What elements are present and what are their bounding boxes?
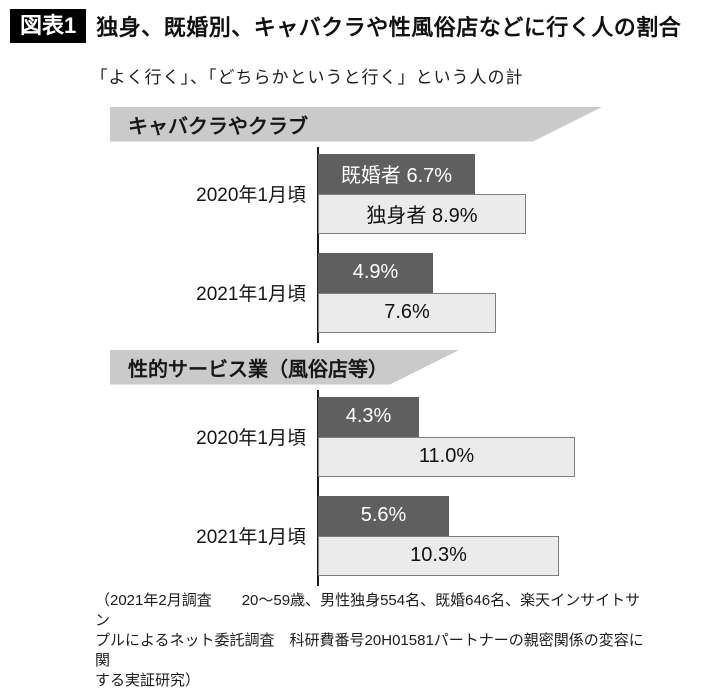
bar-pair: 既婚者 6.7% 独身者 8.9% — [318, 153, 710, 234]
bar-pair: 4.3% 11.0% — [318, 396, 710, 477]
bar-married: 5.6% — [318, 495, 449, 536]
bar-group-2020: 2020年1月頃 既婚者 6.7% 独身者 8.9% — [0, 153, 710, 234]
figure-number-badge: 図表1 — [10, 9, 87, 43]
section-title: キャバクラやクラブ — [128, 115, 308, 138]
figure-subtitle: 「よく行く」、「どちらかというと行く」という人の計 — [90, 67, 524, 87]
bar-pair: 4.9% 7.6% — [318, 252, 710, 333]
bar-group-2020: 2020年1月頃 4.3% 11.0% — [0, 396, 710, 477]
bar-single: 11.0% — [318, 436, 575, 477]
category-label: 2020年1月頃 — [196, 185, 306, 206]
footnote-line: する実証研究） — [95, 671, 201, 689]
bar-single: 10.3% — [318, 535, 559, 576]
bar-value-label: 4.3% — [345, 405, 392, 427]
footnote: （2021年2月調査 20～59歳、男性独身554名、既婚646名、楽天インサイ… — [95, 591, 647, 691]
footnote-line: プルによるネット委託調査 科研費番号20H01581パートナーの親密関係の変容に… — [95, 631, 644, 669]
section-banner-kyabakura: キャバクラやクラブ — [110, 107, 603, 142]
bar-group-2021: 2021年1月頃 5.6% 10.3% — [0, 495, 710, 576]
footnote-line: （2021年2月調査 20～59歳、男性独身554名、既婚646名、楽天インサイ… — [95, 591, 641, 629]
bar-value-label: 11.0% — [418, 445, 475, 467]
y-axis-line — [317, 389, 319, 586]
section-banner-sexual-services: 性的サービス業（風俗店等） — [110, 350, 460, 385]
bar-group-2021: 2021年1月頃 4.9% 7.6% — [0, 252, 710, 333]
bar-value-label: 5.6% — [360, 504, 407, 526]
section-plot-sexual-services: 2020年1月頃 4.3% 11.0% 2021年1月頃 5.6% 10.3% — [0, 389, 710, 586]
bar-married: 既婚者 6.7% — [318, 153, 475, 194]
category-label: 2020年1月頃 — [196, 428, 306, 449]
figure-title: 独身、既婚別、キャバクラや性風俗店などに行く人の割合 — [96, 14, 682, 40]
y-axis-line — [317, 146, 319, 343]
bar-single: 独身者 8.9% — [318, 193, 526, 234]
bar-married: 4.3% — [318, 396, 419, 437]
bar-value-label: 10.3% — [410, 544, 467, 566]
figure-header: 図表1 独身、既婚別、キャバクラや性風俗店などに行く人の割合 — [0, 0, 710, 43]
bar-value-label: 7.6% — [384, 301, 430, 323]
section-plot-kyabakura: 2020年1月頃 既婚者 6.7% 独身者 8.9% 2021年1月頃 4.9%… — [0, 146, 710, 343]
section-title: 性的サービス業（風俗店等） — [128, 358, 388, 381]
bar-value-label: 独身者 8.9% — [366, 205, 478, 227]
category-label: 2021年1月頃 — [196, 284, 306, 305]
bar-single: 7.6% — [318, 292, 496, 333]
bar-pair: 5.6% 10.3% — [318, 495, 710, 576]
bar-value-label: 既婚者 6.7% — [340, 165, 453, 187]
bar-married: 4.9% — [318, 252, 433, 293]
category-label: 2021年1月頃 — [196, 527, 306, 548]
bar-value-label: 4.9% — [352, 261, 399, 283]
